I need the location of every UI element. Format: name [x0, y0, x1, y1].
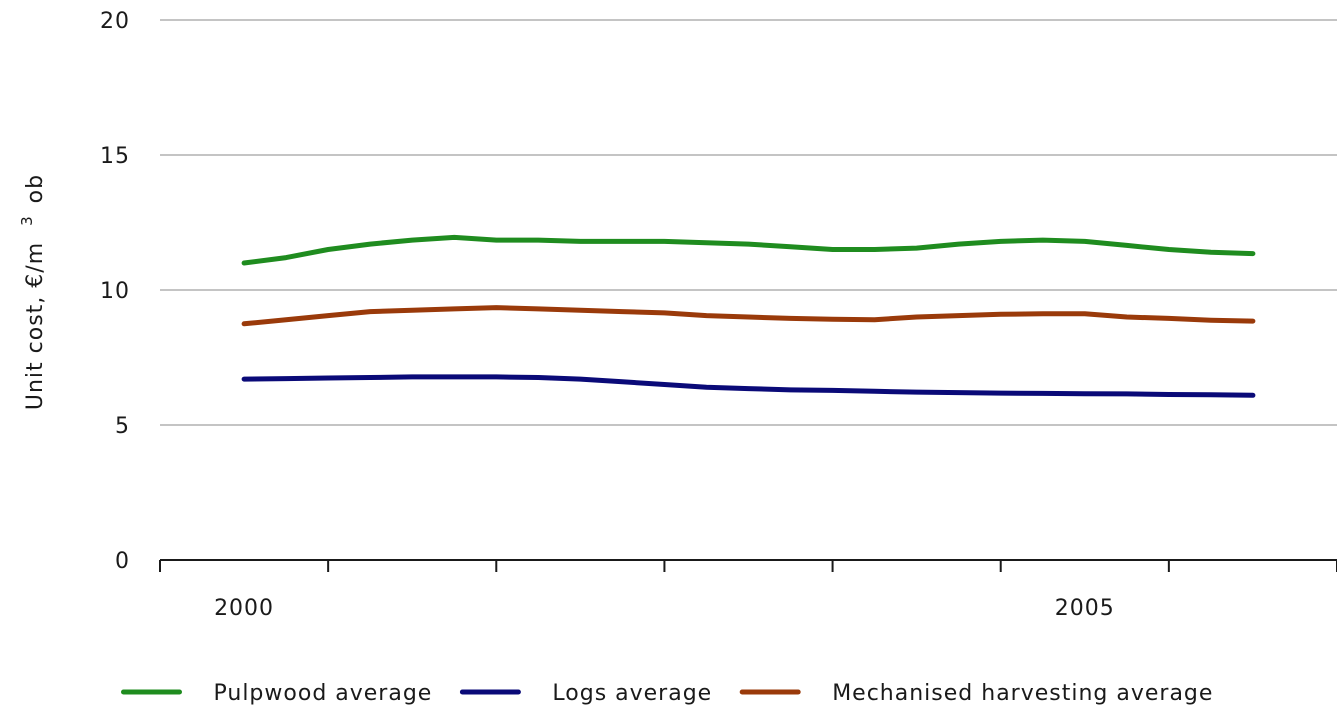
- y-axis-ticks: 0 5 10 15 20: [100, 9, 130, 574]
- y-tick-label: 15: [100, 144, 130, 169]
- legend-item-pulpwood-average: Pulpwood average: [121, 681, 433, 706]
- y-tick-label: 0: [115, 549, 130, 574]
- y-tick-label: 5: [115, 414, 130, 439]
- x-tick-label: 2000: [214, 596, 274, 621]
- y-axis-title: Unit cost, €/m 3 ob: [13, 174, 48, 410]
- x-axis: 2000 2005: [159, 559, 1337, 621]
- y-axis-title-end: ob: [23, 174, 48, 203]
- legend: Pulpwood average Logs average Mechanised h…: [121, 681, 1213, 706]
- gridlines: [160, 19, 1337, 426]
- series-lines: [241, 234, 1256, 398]
- legend-item-logs-average: Logs average: [459, 681, 712, 706]
- y-tick-label: 20: [100, 9, 130, 34]
- y-axis-title-superscript: 3: [18, 215, 36, 226]
- series-line-logs-average: [241, 374, 1256, 398]
- legend-item-mechanised-harvesting-average: Mechanised harvesting average: [739, 681, 1213, 706]
- legend-label: Logs average: [552, 681, 712, 706]
- y-tick-label: 10: [100, 279, 130, 304]
- series-line-pulpwood-average: [241, 234, 1256, 266]
- series-line-mechanised-harvesting-average: [241, 305, 1256, 327]
- x-tick-label: 2005: [1055, 596, 1115, 621]
- legend-label: Pulpwood average: [214, 681, 433, 706]
- legend-label: Mechanised harvesting average: [832, 681, 1213, 706]
- y-axis-title-main: Unit cost, €/m: [23, 242, 48, 410]
